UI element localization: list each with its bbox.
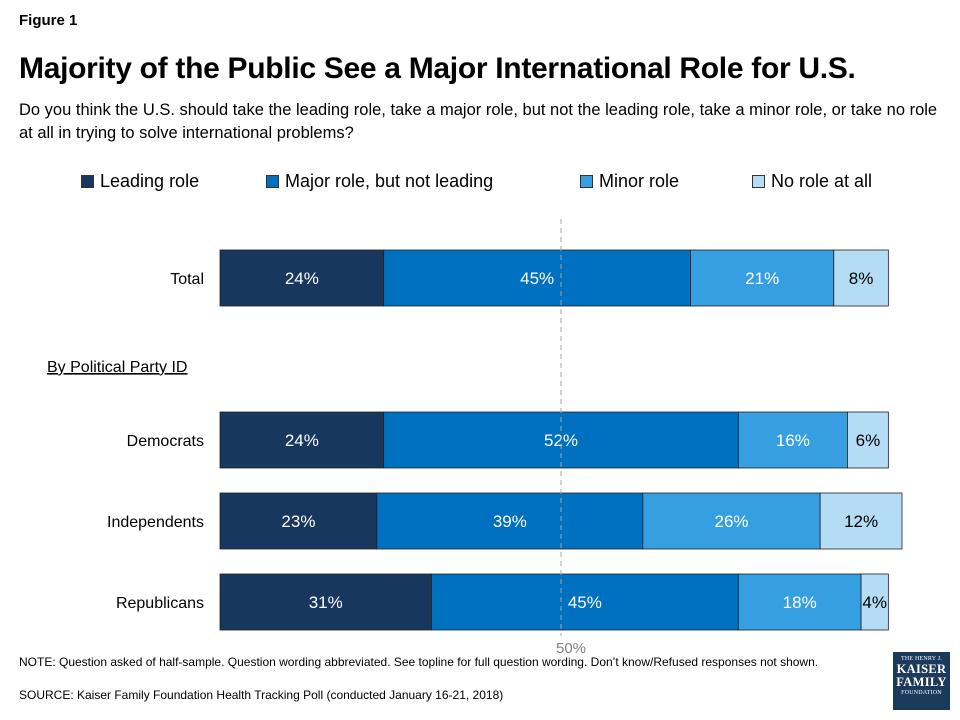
figure-label: Figure 1 [19,12,78,29]
reference-line-label: 50% [556,640,586,657]
legend-item-minor-role: Minor role [580,171,679,192]
bar-independents-minor-role [642,492,821,550]
bar-total-leading-role [219,249,385,307]
data-label-republicans-no-role-at-all: 4% [862,593,887,612]
data-label-republicans-minor-role: 18% [783,593,817,612]
chart-source: SOURCE: Kaiser Family Foundation Health … [19,688,504,702]
data-label-democrats-minor-role: 16% [776,431,810,450]
legend-swatch-leading-role [81,175,94,188]
legend-item-major-role: Major role, but not leading [266,171,493,192]
chart-title: Majority of the Public See a Major Inter… [19,52,856,85]
data-label-total-major-role-but-not-leading: 45% [520,269,554,288]
bar-republicans-major-role-but-not-leading [431,573,739,631]
data-label-democrats-leading-role: 24% [285,431,319,450]
group-label: By Political Party ID [47,359,187,376]
bar-independents-no-role-at-all [819,492,903,550]
data-label-independents-no-role-at-all: 12% [844,512,878,531]
data-label-total-leading-role: 24% [285,269,319,288]
bar-republicans-leading-role [219,573,432,631]
bar-republicans-minor-role [737,573,862,631]
legend-item-no-role: No role at all [752,171,872,192]
data-label-independents-minor-role: 26% [714,512,748,531]
data-label-total-no-role-at-all: 8% [849,269,874,288]
chart-subtitle: Do you think the U.S. should take the le… [19,101,938,142]
logo-line-2: KAISER [896,662,947,676]
legend-swatch-minor-role [580,175,593,188]
data-label-republicans-major-role-but-not-leading: 45% [568,593,602,612]
bar-republicans-no-role-at-all [860,573,889,631]
category-label-democrats: Democrats [127,433,204,450]
legend-item-leading-role: Leading role [81,171,199,192]
data-label-total-minor-role: 21% [745,269,779,288]
logo-line-1: THE HENRY J. [900,656,942,662]
bar-democrats-minor-role [737,411,848,469]
legend-label-leading-role: Leading role [100,171,200,191]
bar-democrats-no-role-at-all [847,411,889,469]
bar-independents-leading-role [219,492,378,550]
chart-note: NOTE: Question asked of half-sample. Que… [19,655,819,669]
category-label-republicans: Republicans [116,595,204,612]
category-label-total: Total [170,271,204,288]
bar-total-major-role-but-not-leading [383,249,691,307]
logo-line-3: FAMILY [896,675,947,689]
data-label-democrats-major-role-but-not-leading: 52% [544,431,578,450]
legend-label-major-role: Major role, but not leading [285,171,494,191]
kff-logo: THE HENRY J. KAISER FAMILY FOUNDATION [893,652,950,710]
legend-swatch-no-role [752,175,765,188]
chart-legend: Leading role Major role, but not leading… [0,171,960,193]
data-label-independents-leading-role: 23% [281,512,315,531]
legend-swatch-major-role [266,175,279,188]
legend-label-no-role: No role at all [771,171,873,191]
data-label-independents-major-role-but-not-leading: 39% [493,512,527,531]
category-label-independents: Independents [107,514,204,531]
data-label-democrats-no-role-at-all: 6% [856,431,881,450]
data-label-republicans-leading-role: 31% [309,593,343,612]
logo-line-4: FOUNDATION [901,690,942,696]
bar-total-no-role-at-all [833,249,889,307]
bar-independents-major-role-but-not-leading [376,492,644,550]
legend-label-minor-role: Minor role [599,171,680,191]
bar-democrats-leading-role [219,411,385,469]
